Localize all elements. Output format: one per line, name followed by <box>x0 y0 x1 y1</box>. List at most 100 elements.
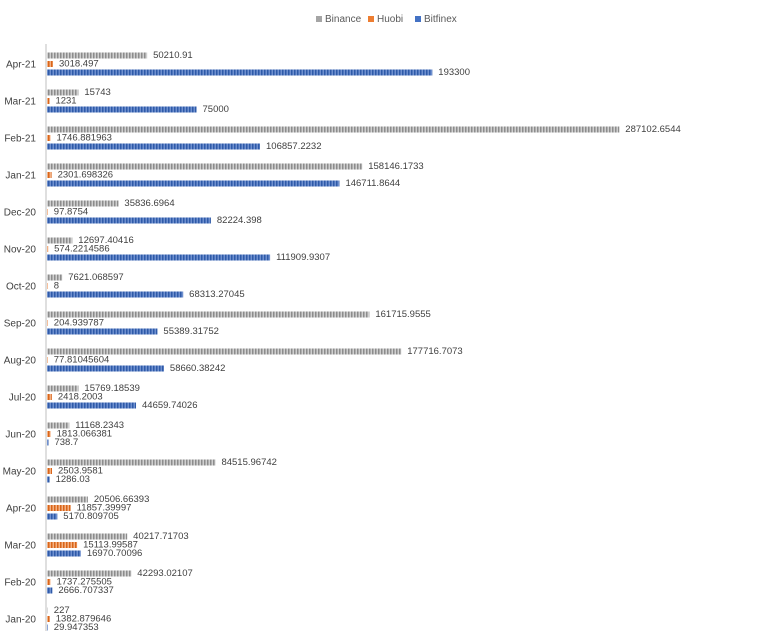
data-label-binance: 12697.40416 <box>78 235 133 246</box>
category-tick-label: Jan-20 <box>5 615 36 626</box>
bar-binance <box>47 52 148 59</box>
data-label-huobi: 2503.9581 <box>58 466 103 477</box>
data-label-huobi: 1231 <box>55 96 76 107</box>
bar-binance <box>47 237 73 244</box>
bar-huobi <box>47 542 78 548</box>
data-label-bitfinex: 5170.809705 <box>63 511 118 522</box>
bar-bitfinex <box>47 513 58 520</box>
category-tick-label: Apr-21 <box>6 60 36 71</box>
bar-binance <box>47 200 119 207</box>
category-tick-label: Mar-21 <box>4 97 36 108</box>
data-label-huobi: 2301.698326 <box>58 170 113 181</box>
legend: Binance Huobi Bitfinex <box>316 14 457 25</box>
category-tick-label: Feb-20 <box>4 578 36 589</box>
bar-huobi <box>47 357 48 363</box>
bar-bitfinex <box>47 439 49 446</box>
data-label-bitfinex: 44659.74026 <box>142 400 197 411</box>
bar-bitfinex <box>47 254 271 261</box>
data-label-huobi: 574.2214586 <box>54 244 109 255</box>
category-tick-label: Apr-20 <box>6 504 36 515</box>
data-label-bitfinex: 193300 <box>438 67 470 78</box>
data-label-huobi: 204.939787 <box>54 318 104 329</box>
data-label-huobi: 1382.879646 <box>56 614 111 625</box>
data-label-binance: 177716.7073 <box>407 346 462 357</box>
data-label-huobi: 1746.881963 <box>56 133 111 144</box>
bar-binance <box>47 607 48 614</box>
bar-huobi <box>47 98 50 104</box>
bar-huobi <box>47 616 50 622</box>
data-label-huobi: 1737.275505 <box>56 577 111 588</box>
bar-huobi <box>47 283 48 289</box>
bar-bitfinex <box>47 106 197 113</box>
bar-huobi <box>47 505 71 511</box>
data-label-huobi: 11857.39997 <box>77 503 132 514</box>
bar-huobi <box>47 172 52 178</box>
data-label-huobi: 15113.99587 <box>83 540 138 551</box>
legend-label-binance: Binance <box>325 14 362 25</box>
legend-label-huobi: Huobi <box>377 14 403 25</box>
data-label-bitfinex: 16970.70096 <box>87 548 142 559</box>
data-label-bitfinex: 55389.31752 <box>163 326 218 337</box>
data-label-bitfinex: 146711.8644 <box>345 178 400 189</box>
bar-binance <box>47 422 70 429</box>
category-tick-label: Jan-21 <box>5 171 36 182</box>
category-tick-label: May-20 <box>3 467 37 478</box>
data-label-bitfinex: 738.7 <box>54 437 78 448</box>
data-label-huobi: 97.8754 <box>54 207 88 218</box>
data-label-binance: 7621.068597 <box>68 272 123 283</box>
bar-bitfinex <box>47 328 158 335</box>
category-tick-label: Jun-20 <box>5 430 36 441</box>
data-label-bitfinex: 2666.707337 <box>58 585 113 596</box>
bar-binance <box>47 163 363 170</box>
data-label-bitfinex: 106857.2232 <box>266 141 321 152</box>
legend-label-bitfinex: Bitfinex <box>424 14 457 25</box>
data-label-binance: 287102.6544 <box>625 124 680 135</box>
bar-binance <box>47 459 216 466</box>
category-tick-label: Jul-20 <box>9 393 37 404</box>
data-label-bitfinex: 29.947353 <box>54 622 99 631</box>
data-label-binance: 158146.1733 <box>368 161 423 172</box>
bar-bitfinex <box>47 365 164 372</box>
bar-bitfinex <box>47 217 211 224</box>
data-label-bitfinex: 58660.38242 <box>170 363 225 374</box>
data-label-bitfinex: 68313.27045 <box>189 289 244 300</box>
data-label-bitfinex: 1286.03 <box>56 474 90 485</box>
data-label-binance: 35836.6964 <box>124 198 174 209</box>
data-label-binance: 50210.91 <box>153 50 193 61</box>
bar-bitfinex <box>47 69 433 76</box>
bar-binance <box>47 570 132 577</box>
category-tick-label: Mar-20 <box>4 541 36 552</box>
bar-bitfinex <box>47 476 50 483</box>
category-tick-label: Dec-20 <box>4 208 37 219</box>
category-tick-label: Aug-20 <box>4 356 37 367</box>
legend-swatch-bitfinex <box>415 16 421 22</box>
bar-huobi <box>47 394 52 400</box>
bar-bitfinex <box>47 180 340 187</box>
data-label-binance: 11168.2343 <box>75 420 124 431</box>
data-label-binance: 15769.18539 <box>84 383 139 394</box>
bar-binance <box>47 496 88 503</box>
data-label-huobi: 2418.2003 <box>58 392 103 403</box>
bar-binance <box>47 533 128 540</box>
data-label-binance: 40217.71703 <box>133 531 188 542</box>
bar-huobi <box>47 579 51 585</box>
data-label-huobi: 77.81045604 <box>54 355 109 366</box>
data-label-binance: 161715.9555 <box>375 309 430 320</box>
bar-huobi <box>47 431 51 437</box>
bar-huobi <box>47 135 51 141</box>
bar-huobi <box>47 246 49 252</box>
data-label-huobi: 3018.497 <box>59 59 99 70</box>
data-label-bitfinex: 75000 <box>203 104 229 115</box>
data-label-binance: 84515.96742 <box>221 457 276 468</box>
legend-swatch-huobi <box>368 16 374 22</box>
bar-bitfinex <box>47 402 137 409</box>
bar-binance <box>47 348 402 355</box>
category-tick-label: Feb-21 <box>4 134 36 145</box>
data-label-huobi: 1813.066381 <box>57 429 112 440</box>
bar-bitfinex <box>47 624 48 631</box>
category-tick-label: Oct-20 <box>6 282 36 293</box>
bar-binance <box>47 89 79 96</box>
category-tick-label: Nov-20 <box>4 245 37 256</box>
data-label-binance: 15743 <box>84 87 110 98</box>
